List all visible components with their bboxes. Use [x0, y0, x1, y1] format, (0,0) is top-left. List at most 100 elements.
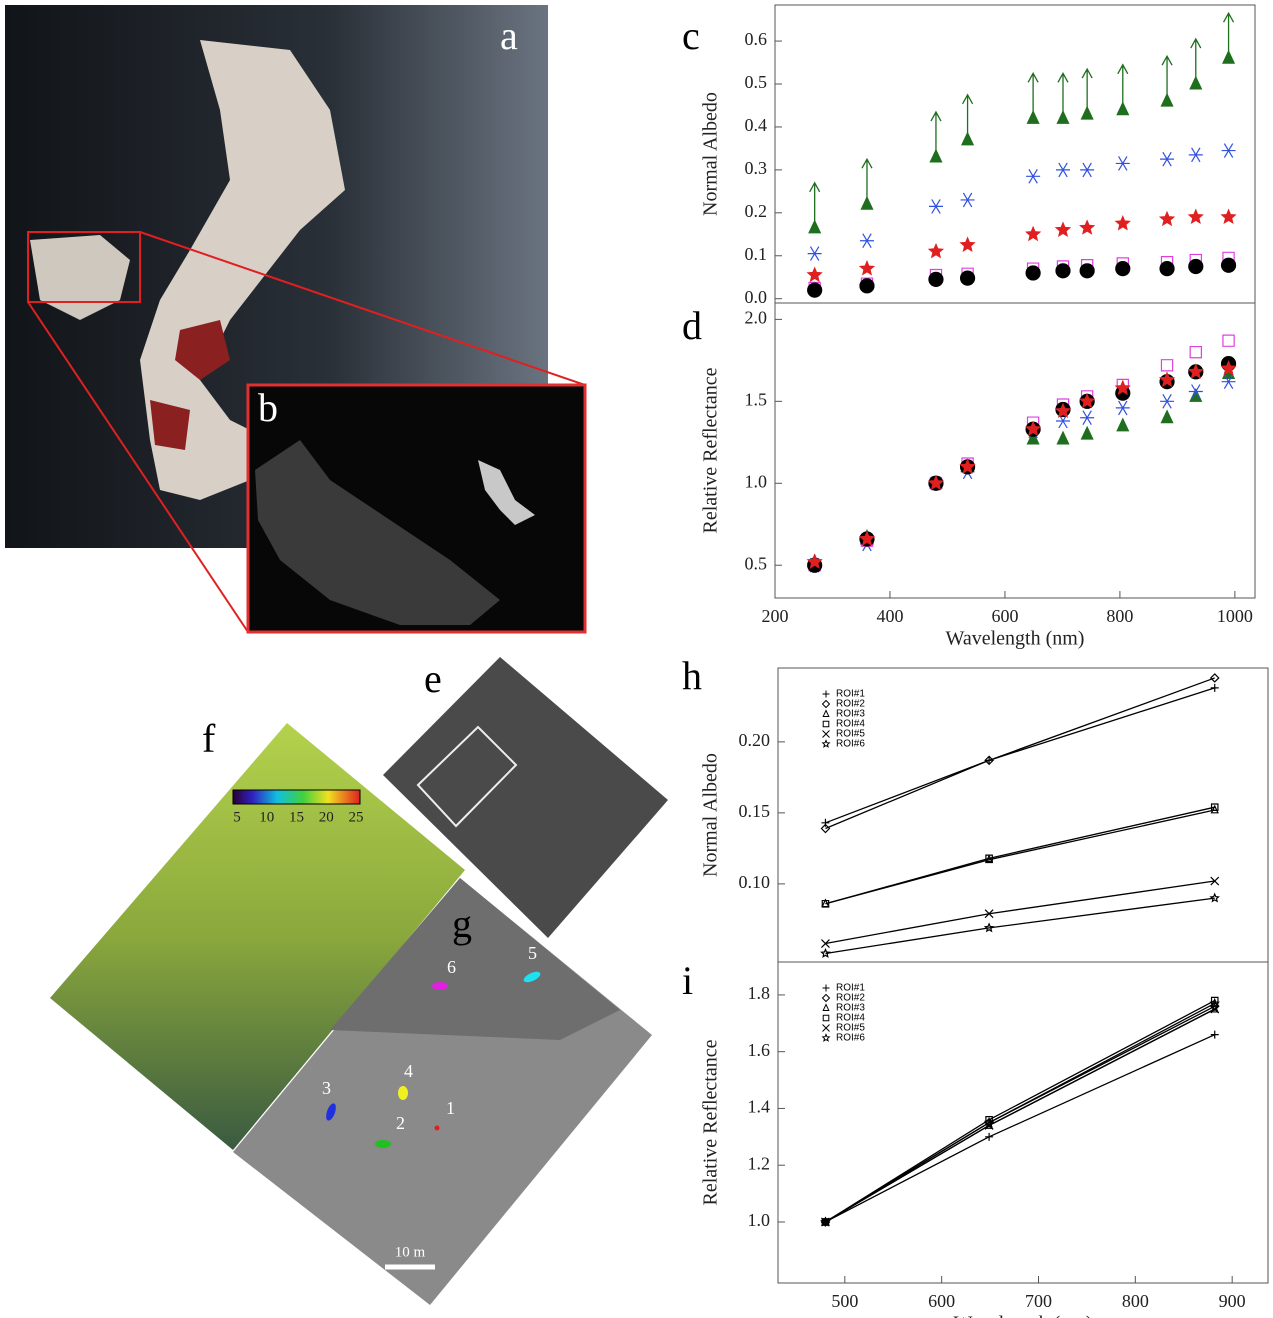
- marker: [1189, 345, 1202, 359]
- marker: [1056, 109, 1070, 124]
- marker: [927, 242, 945, 259]
- zoom-line: [139, 231, 586, 386]
- marker: [961, 131, 975, 146]
- y-tick-label: 1.0: [748, 1210, 771, 1230]
- marker: [1220, 360, 1237, 376]
- colorbar-tick-label: 15: [289, 809, 304, 825]
- y-tick-label: 1.0: [745, 471, 768, 491]
- marker: [1080, 410, 1095, 426]
- plot-frame: [774, 4, 1256, 304]
- y-tick-label: 1.2: [748, 1153, 771, 1173]
- x-tick-label: 1000: [1217, 606, 1253, 626]
- marker: [1210, 876, 1220, 886]
- marker: [1079, 392, 1096, 409]
- marker: [1115, 156, 1130, 171]
- marker: [821, 899, 830, 908]
- marker: [1025, 420, 1042, 437]
- shadow: [175, 320, 230, 380]
- panel-label: g: [452, 901, 472, 946]
- x-axis-label: Wavelength (nm): [946, 628, 1085, 650]
- roi-1: [434, 1125, 440, 1131]
- marker: [1210, 803, 1219, 811]
- marker: [1160, 359, 1174, 372]
- legend-marker: [822, 1024, 830, 1032]
- marker: [1209, 997, 1220, 1009]
- marker: [1210, 1003, 1219, 1013]
- series-line: [825, 1002, 1216, 1223]
- marker: [1158, 371, 1176, 387]
- marker: [1116, 417, 1130, 432]
- marker: [858, 530, 876, 546]
- roi-label: 5: [528, 943, 537, 963]
- panel-label: d: [682, 303, 702, 348]
- marker: [1221, 143, 1236, 158]
- legend-marker: [822, 984, 830, 992]
- marker: [859, 278, 875, 294]
- marker: [859, 233, 874, 249]
- zoom-box: [27, 231, 141, 303]
- legend-label: ROI#6: [836, 739, 865, 750]
- marker: [1220, 208, 1237, 225]
- marker: [1160, 92, 1174, 107]
- terrain: [255, 440, 500, 625]
- marker: [1080, 425, 1094, 440]
- marker: [1222, 334, 1235, 347]
- image-e: [383, 657, 668, 938]
- panel-label: h: [682, 653, 702, 698]
- marker: [1079, 263, 1095, 279]
- marker: [1115, 400, 1130, 416]
- marker: [1210, 804, 1219, 814]
- y-tick-label: 0.10: [739, 872, 771, 892]
- panel-label: c: [682, 13, 700, 58]
- marker: [960, 192, 975, 208]
- marker: [807, 282, 823, 298]
- marker: [807, 246, 822, 261]
- marker: [927, 474, 945, 491]
- series-line: [825, 1008, 1216, 1223]
- marker: [1160, 394, 1175, 409]
- marker: [1054, 221, 1072, 237]
- panel-label: e: [424, 656, 442, 701]
- y-axis-label: Relative Reflectance: [700, 1039, 722, 1205]
- marker: [1114, 215, 1131, 231]
- y-tick-label: 1.6: [748, 1040, 771, 1060]
- marker: [1221, 374, 1236, 389]
- legend-marker: [822, 720, 830, 728]
- legend-label: ROI#5: [836, 729, 865, 740]
- marker: [1055, 263, 1071, 279]
- plot-frame: [777, 961, 1269, 1284]
- zoom-line: [27, 301, 249, 633]
- marker: [1160, 409, 1174, 424]
- marker: [1025, 225, 1042, 242]
- marker: [858, 260, 876, 276]
- marker: [1025, 265, 1041, 281]
- marker: [928, 271, 944, 287]
- marker: [959, 236, 976, 252]
- y-axis-label: Relative Reflectance: [700, 367, 722, 533]
- roi-4: [398, 1086, 408, 1100]
- scale-label: 10 m: [395, 1244, 426, 1260]
- roi-3: [326, 1103, 336, 1121]
- marker: [1054, 402, 1072, 419]
- marker: [984, 909, 994, 919]
- colorbar-tick-label: 10: [259, 809, 274, 825]
- panel-label: a: [500, 13, 518, 58]
- y-tick-label: 0.1: [745, 244, 768, 264]
- y-tick-label: 1.5: [745, 389, 768, 409]
- legend-marker: [822, 690, 830, 698]
- marker: [1080, 105, 1094, 120]
- legend-label: ROI#1: [836, 983, 865, 994]
- legend-label: ROI#6: [836, 1033, 865, 1044]
- colorbar-tick-label: 20: [319, 809, 334, 825]
- legend-marker: [822, 1003, 830, 1011]
- plot-frame: [774, 302, 1256, 599]
- marker: [1187, 363, 1204, 379]
- marker: [1115, 261, 1131, 277]
- y-axis-label: Normal Albedo: [700, 92, 722, 216]
- marker: [1209, 673, 1220, 683]
- y-tick-label: 0.20: [739, 730, 771, 750]
- x-tick-label: 800: [1122, 1291, 1149, 1311]
- legend-label: ROI#5: [836, 1023, 865, 1034]
- marker: [983, 922, 995, 933]
